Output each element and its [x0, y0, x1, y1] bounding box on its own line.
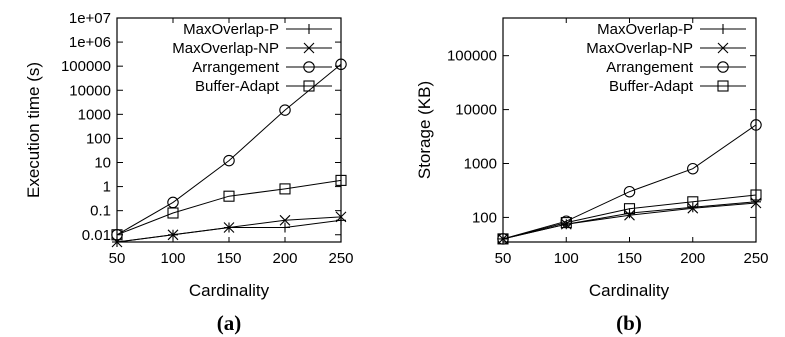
data-point-a-maxoverlap-p	[280, 222, 290, 233]
data-point-a-maxoverlap-np	[223, 222, 235, 233]
data-point-a-buffer-adapt	[279, 183, 291, 195]
data-point-a-arrangement	[223, 154, 235, 167]
data-point-a-buffer-adapt	[223, 190, 235, 202]
y-tick-label-b: 10000	[455, 102, 497, 119]
y-tick-label-a: 100	[86, 130, 111, 147]
y-axis-label-b: Storage (KB)	[415, 81, 434, 179]
x-tick-label-a: 250	[328, 250, 353, 267]
series-line-a-buffer-adapt	[116, 179, 342, 236]
panel-caption-a: (a)	[217, 311, 242, 335]
panel-caption-b: (b)	[616, 311, 642, 335]
data-point-b-maxoverlap-p	[751, 196, 761, 207]
legend-a: MaxOverlap-P MaxOverlap-NP Arrangement B…	[172, 21, 332, 95]
chart-panel-b: 50 100 150 200 250 100 1000 10000 100000 MaxOver…	[415, 17, 769, 335]
x-tick-label-b: 250	[743, 250, 768, 267]
data-point-a-maxoverlap-np	[335, 211, 347, 223]
legend-a-label-buffer-adapt: Buffer-Adapt	[195, 78, 280, 95]
tick-group-b: 50 100 150 200 250 100 1000 10000 100000	[447, 18, 769, 267]
y-tick-label-a: 0.1	[90, 203, 111, 220]
y-tick-label-a: 1e+07	[69, 10, 111, 27]
y-tick-label-a: 1000	[78, 106, 111, 123]
legend-b-marker-cross	[717, 42, 729, 54]
data-point-b-arrangement	[750, 119, 762, 131]
data-point-a-arrangement	[279, 104, 291, 116]
legend-b-marker-circle	[717, 61, 729, 73]
legend-b-label-maxoverlap-p: MaxOverlap-P	[597, 21, 693, 38]
data-point-a-buffer-adapt	[111, 229, 123, 241]
data-point-a-buffer-adapt	[335, 174, 347, 186]
legend-a-marker-square	[303, 80, 315, 92]
x-tick-label-a: 150	[216, 250, 241, 267]
x-tick-label-b: 200	[680, 250, 705, 267]
y-tick-label-b: 100	[472, 209, 497, 226]
y-tick-label-a: 1e+06	[69, 34, 111, 51]
data-point-b-buffer-adapt	[497, 233, 509, 245]
series-line-b-arrangement	[502, 124, 757, 240]
data-point-a-buffer-adapt	[167, 207, 179, 219]
data-point-b-arrangement	[687, 162, 699, 175]
x-tick-label-b: 50	[495, 250, 512, 267]
data-point-a-maxoverlap-np	[167, 229, 179, 241]
y-tick-label-a: 10	[94, 155, 111, 172]
x-tick-label-b: 150	[617, 250, 642, 267]
legend-a-label-arrangement: Arrangement	[192, 59, 280, 76]
series-group-a	[111, 58, 347, 248]
y-tick-label-a: 100000	[61, 58, 111, 75]
data-point-b-maxoverlap-np	[687, 202, 699, 214]
x-tick-label-b: 100	[554, 250, 579, 267]
legend-b-marker-square	[717, 80, 729, 92]
tick-group-a: 50 100 150 200 250 0.01 0.1 1 10 100 1000 10000 1000…	[61, 10, 354, 267]
legend-a-marker-plus	[304, 24, 314, 34]
series-line-b-maxoverlap-p	[502, 201, 757, 240]
legend-a-label-maxoverlap-p: MaxOverlap-P	[183, 21, 279, 38]
legend-b-marker-plus	[718, 24, 728, 34]
data-point-b-arrangement	[623, 185, 636, 198]
data-point-b-buffer-adapt	[560, 217, 572, 229]
data-point-b-buffer-adapt	[623, 203, 636, 215]
legend-b-label-arrangement: Arrangement	[606, 59, 694, 76]
data-point-b-buffer-adapt	[750, 189, 762, 201]
legend-b-label-maxoverlap-np: MaxOverlap-NP	[586, 40, 693, 57]
y-tick-label-b: 1000	[464, 156, 497, 173]
legend-b-label-buffer-adapt: Buffer-Adapt	[609, 78, 694, 95]
legend-a-marker-cross	[303, 42, 315, 54]
x-tick-label-a: 100	[160, 250, 185, 267]
y-tick-label-b: 100000	[447, 48, 497, 65]
series-group-b	[497, 119, 762, 245]
series-line-b-buffer-adapt	[502, 194, 757, 240]
x-tick-label-a: 200	[272, 250, 297, 267]
series-line-a-arrangement	[116, 63, 342, 236]
y-tick-label-a: 1	[103, 179, 111, 196]
data-point-a-maxoverlap-np	[279, 214, 291, 226]
x-tick-label-a: 50	[109, 250, 126, 267]
y-tick-label-a: 10000	[69, 82, 111, 99]
data-point-b-maxoverlap-np	[624, 209, 635, 221]
y-tick-label-a: 0.01	[82, 227, 111, 244]
chart-panel-a: 50 100 150 200 250 0.01 0.1 1 10 100 1000 10000 1000…	[24, 10, 354, 335]
y-axis-label-a: Execution time (s)	[24, 62, 43, 198]
legend-a-marker-circle	[303, 61, 315, 73]
x-axis-label-a: Cardinality	[189, 281, 270, 300]
legend-a-label-maxoverlap-np: MaxOverlap-NP	[172, 40, 279, 57]
data-point-a-arrangement	[335, 58, 347, 71]
x-axis-label-b: Cardinality	[589, 281, 670, 300]
legend-b: MaxOverlap-P MaxOverlap-NP Arrangement B…	[586, 21, 746, 95]
data-point-b-buffer-adapt	[687, 196, 699, 208]
